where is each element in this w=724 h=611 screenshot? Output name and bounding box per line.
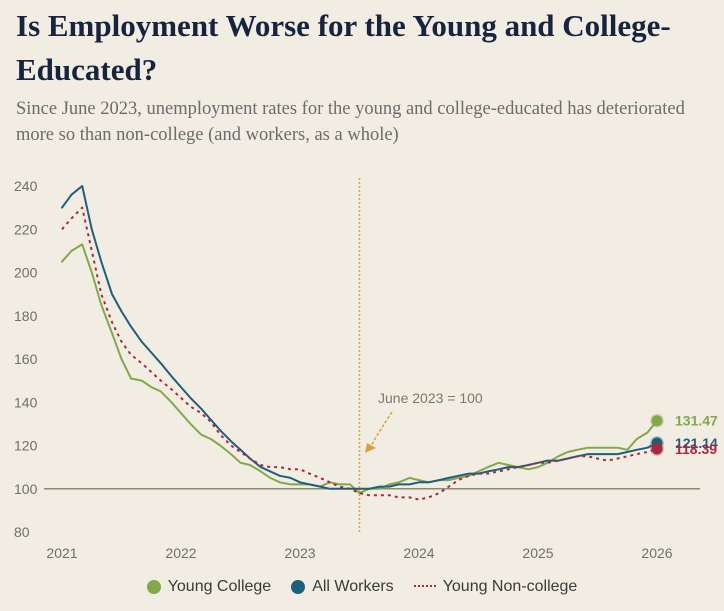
x-tick-label: 2026: [641, 545, 672, 561]
legend-dot-icon: [146, 580, 161, 594]
series-end-point-2: [650, 441, 664, 456]
chart-title: Is Employment Worse for the Young and Co…: [16, 8, 671, 87]
legend-label: All Workers: [312, 578, 394, 595]
legend-item-young-college[interactable]: Young College: [146, 578, 272, 596]
x-tick-label: 2025: [522, 545, 553, 561]
legend-label: Young Non-college: [442, 578, 578, 595]
y-tick-label: 100: [14, 481, 38, 497]
annotation-label: June 2023 = 100: [378, 390, 483, 406]
y-tick-label: 240: [14, 178, 38, 194]
y-tick-label: 180: [14, 308, 38, 324]
series-line-2: [61, 206, 658, 501]
y-tick-label: 120: [14, 438, 38, 454]
legend-dotted-line-icon: [413, 585, 436, 589]
y-tick-label: 160: [14, 351, 38, 367]
annotation-arrow-line: [370, 411, 393, 447]
series-end-label-0: 131.47: [675, 413, 718, 429]
y-tick-label: 200: [14, 265, 38, 281]
legend-dot-icon: [291, 580, 306, 594]
chart-subtitle: Since June 2023, unemployment rates for …: [16, 99, 685, 145]
legend-item-all-workers[interactable]: All Workers: [291, 578, 394, 596]
y-tick-label: 220: [14, 221, 38, 237]
series-line-0: [61, 243, 658, 495]
x-tick-label: 2024: [403, 545, 434, 561]
legend: Young College All Workers Young Non-coll…: [0, 578, 724, 596]
y-tick-label: 140: [14, 394, 38, 410]
x-tick-label: 2022: [165, 545, 196, 561]
series-end-label-1: 121.14: [675, 435, 718, 451]
legend-label: Young College: [167, 578, 272, 595]
series-line-1: [61, 185, 658, 490]
series-end-label-2: 118.39: [675, 441, 717, 457]
y-tick-label: 80: [14, 524, 30, 540]
series-end-point-0: [650, 413, 664, 428]
annotation-arrowhead-icon: [365, 443, 376, 453]
x-tick-label: 2021: [46, 545, 77, 561]
legend-item-young-non-college[interactable]: Young Non-college: [413, 578, 578, 596]
x-tick-label: 2023: [284, 545, 315, 561]
